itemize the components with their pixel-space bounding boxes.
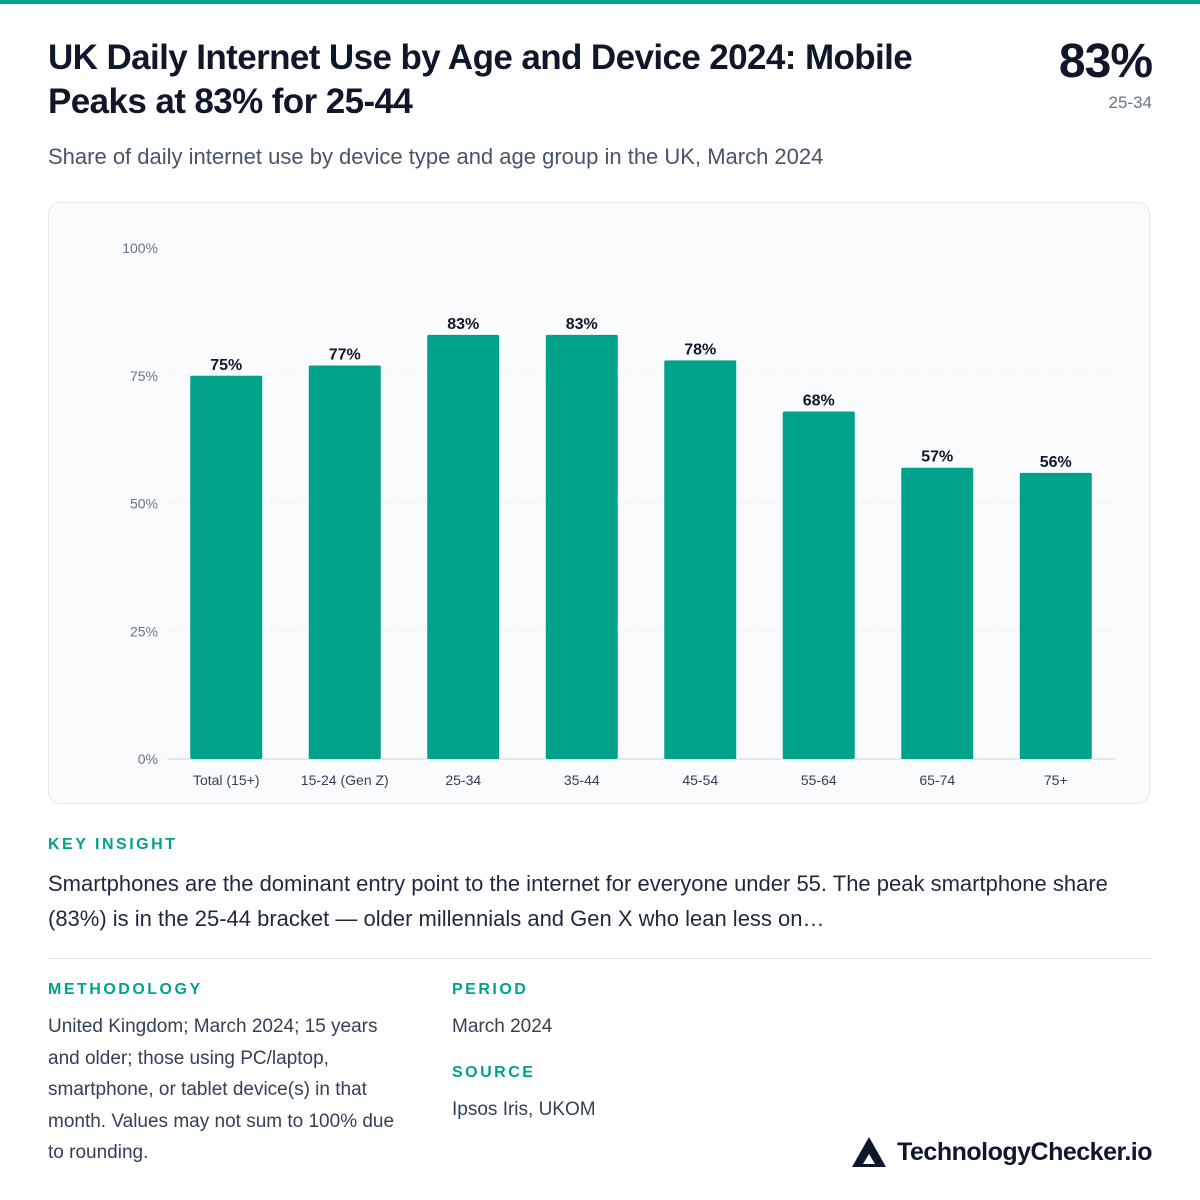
page-title: UK Daily Internet Use by Age and Device … bbox=[48, 38, 913, 121]
kpi-value: 83% bbox=[1058, 35, 1153, 88]
y-tick-label: 50% bbox=[130, 496, 158, 512]
methodology-text: United Kingdom; March 2024; 15 years and… bbox=[48, 1016, 395, 1163]
x-tick-label: 75+ bbox=[1044, 772, 1068, 788]
headline-kpi: 83% 25-34 bbox=[1058, 34, 1153, 114]
data-label: 77% bbox=[329, 347, 361, 364]
x-tick-label: 45-54 bbox=[682, 772, 718, 788]
bar-6[interactable] bbox=[901, 467, 974, 759]
data-label: 78% bbox=[684, 341, 716, 358]
brand-logo[interactable]: TechnologyChecker.io bbox=[851, 1136, 1152, 1168]
insight-label: KEY INSIGHT bbox=[48, 836, 178, 853]
chart-card: 0% 25% 50% 75% 100% 75% Total (15+) 77% 15-24 (G… bbox=[48, 202, 1150, 804]
x-tick-label: 15-24 (Gen Z) bbox=[301, 772, 389, 788]
bar-1[interactable] bbox=[308, 365, 381, 759]
y-tick-label: 25% bbox=[130, 623, 158, 639]
data-label: 83% bbox=[447, 316, 479, 333]
top-accent-rule bbox=[0, 0, 1200, 4]
source-text: Ipsos Iris, UKOM bbox=[452, 1099, 596, 1120]
y-tick-label: 75% bbox=[130, 368, 158, 384]
data-label: 56% bbox=[1040, 454, 1072, 471]
methodology-label: METHODOLOGY bbox=[48, 981, 203, 998]
data-label: 75% bbox=[210, 357, 242, 374]
x-tick-label: 35-44 bbox=[564, 772, 600, 788]
bar-4[interactable] bbox=[664, 360, 737, 759]
divider bbox=[48, 958, 1152, 959]
x-tick-label: 65-74 bbox=[919, 772, 955, 788]
x-tick-label: 55-64 bbox=[801, 772, 837, 788]
source-label: SOURCE bbox=[452, 1064, 536, 1081]
bar-3[interactable] bbox=[545, 334, 618, 759]
bar-5[interactable] bbox=[782, 411, 855, 759]
insight-text: Smartphones are the dominant entry point… bbox=[48, 871, 1108, 931]
period-label: PERIOD bbox=[452, 981, 529, 998]
bar-7[interactable] bbox=[1019, 472, 1092, 759]
triangle-logo-icon bbox=[852, 1137, 887, 1167]
bar-2[interactable] bbox=[427, 334, 500, 759]
x-tick-label: Total (15+) bbox=[193, 772, 260, 788]
y-tick-label: 100% bbox=[122, 240, 158, 256]
bar-chart: 0% 25% 50% 75% 100% 75% Total (15+) 77% 15-24 (G… bbox=[122, 240, 1115, 788]
period-text: March 2024 bbox=[452, 1016, 553, 1037]
x-tick-label: 25-34 bbox=[445, 772, 481, 788]
y-tick-label: 0% bbox=[138, 751, 158, 767]
kpi-label: 25-34 bbox=[1108, 93, 1152, 112]
brand-name: TechnologyChecker.io bbox=[897, 1137, 1152, 1166]
bar-0[interactable] bbox=[190, 375, 263, 759]
page-subtitle: Share of daily internet use by device ty… bbox=[48, 144, 824, 169]
data-label: 68% bbox=[803, 393, 835, 410]
data-label: 57% bbox=[921, 449, 953, 466]
data-label: 83% bbox=[566, 316, 598, 333]
